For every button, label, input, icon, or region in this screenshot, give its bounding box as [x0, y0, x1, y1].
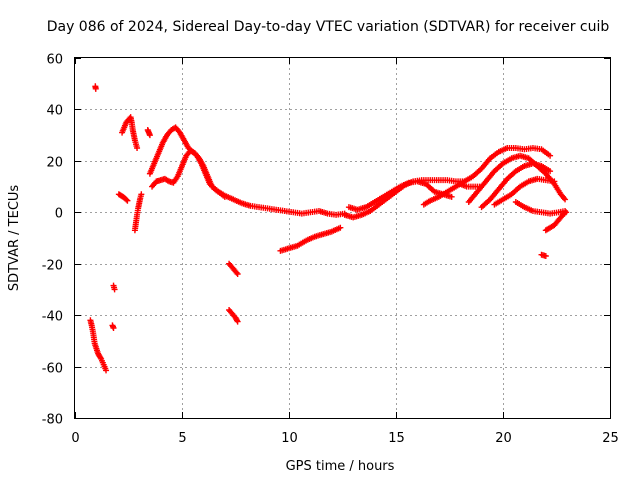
data-point — [233, 269, 240, 276]
y-tick-label: -60 — [42, 362, 63, 377]
data-point — [562, 196, 569, 203]
series-arc-late-1 — [341, 145, 554, 221]
plot-frame — [74, 57, 611, 419]
series-arc-late-5 — [465, 152, 569, 205]
data-point — [551, 178, 558, 185]
data-point — [146, 132, 153, 139]
data-point — [542, 253, 549, 259]
data-point — [563, 209, 570, 216]
series-arc-early-6 — [119, 114, 141, 151]
series-arc-early-8 — [144, 127, 153, 139]
series-arc-early-1 — [87, 317, 110, 374]
y-tick-label: 40 — [46, 104, 63, 119]
series-arc-late-8 — [512, 199, 569, 217]
y-tick-label: -20 — [42, 259, 63, 274]
series-arc-early-3 — [109, 322, 117, 331]
y-tick-label: -80 — [42, 413, 63, 428]
series-arc-mid-3 — [277, 224, 344, 254]
data-point — [111, 286, 118, 293]
series-arc-late-6 — [478, 160, 554, 211]
axis-ticks: 0 5 10 15 20 25 -80 -60 -40 -20 0 20 40 60 — [42, 53, 619, 447]
grid-lines — [75, 58, 610, 418]
chart-title: Day 086 of 2024, Sidereal Day-to-day VTE… — [47, 19, 610, 35]
series-arc-early-7 — [131, 191, 145, 234]
series-arc-late-3 — [420, 178, 468, 208]
data-point — [134, 145, 141, 151]
data-point — [221, 193, 228, 200]
data-point — [233, 317, 240, 324]
series-arc-late-9 — [538, 251, 549, 259]
data-point — [448, 193, 455, 200]
data-point — [337, 224, 344, 231]
data-point — [234, 271, 241, 277]
data-point — [97, 354, 104, 361]
x-axis-label: GPS time / hours — [286, 459, 395, 474]
series-arc-main-2 — [149, 147, 228, 200]
series-arc-mid-2 — [226, 307, 241, 325]
data-point — [124, 197, 131, 204]
y-tick-label: 60 — [46, 53, 63, 68]
data-point — [547, 152, 554, 159]
x-tick-label: 0 — [71, 431, 79, 446]
x-tick-label: 15 — [388, 431, 405, 446]
series-arc-early-5 — [115, 191, 131, 204]
data-points — [87, 83, 570, 374]
data-point — [123, 196, 130, 203]
y-axis-label: SDTVAR / TECUs — [7, 185, 22, 292]
data-point — [547, 168, 554, 175]
data-point — [110, 325, 117, 331]
data-point — [103, 367, 110, 374]
data-point — [234, 318, 241, 325]
data-point — [560, 195, 567, 202]
series-arc-late-2 — [345, 178, 455, 213]
series-arc-late-10 — [542, 209, 570, 234]
series-arc-mid-1 — [226, 260, 241, 277]
data-point — [92, 85, 99, 92]
y-tick-label: -40 — [42, 310, 63, 325]
series-arc-early-2 — [92, 83, 99, 92]
series-arc-early-4 — [110, 282, 118, 293]
x-tick-label: 5 — [178, 431, 186, 446]
data-point — [138, 191, 145, 198]
x-tick-label: 20 — [495, 431, 512, 446]
y-tick-label: 0 — [55, 207, 63, 222]
x-tick-label: 10 — [281, 431, 298, 446]
series-arc-late-7 — [491, 175, 558, 208]
y-tick-label: 20 — [46, 156, 63, 171]
x-tick-label: 25 — [602, 431, 619, 446]
